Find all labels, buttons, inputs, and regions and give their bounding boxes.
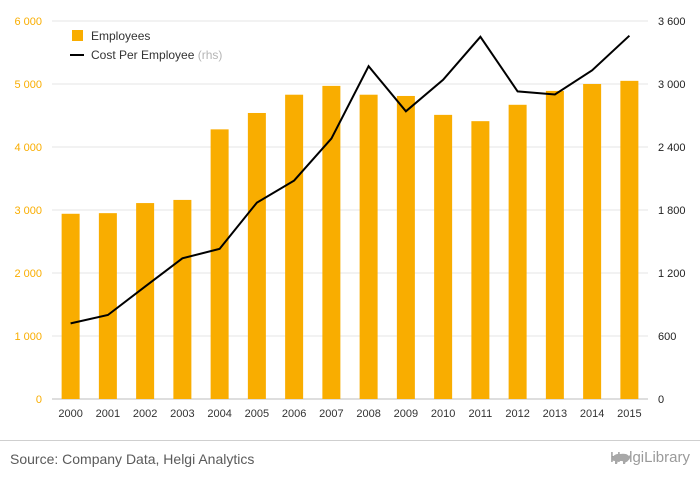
y-left-tick-label: 6 000 <box>14 16 42 28</box>
x-tick-label: 2012 <box>505 408 529 420</box>
bar <box>545 90 564 400</box>
y-left-tick-label: 0 <box>36 394 42 406</box>
y-right-tick-label: 600 <box>658 331 676 343</box>
x-tick-label: 2003 <box>170 408 194 420</box>
bar <box>285 94 304 400</box>
y-right-tick-label: 2 400 <box>658 142 686 154</box>
x-tick-label: 2007 <box>319 408 343 420</box>
brand: HelgiLibrary <box>610 449 690 466</box>
bar <box>247 112 266 399</box>
legend-rhs-note: (rhs) <box>198 48 223 62</box>
chart-canvas: 0 1 000 2 000 3 000 4 000 5 000 6 000 0 600 1 200… <box>14 16 686 420</box>
series-line-cost-per-employee <box>70 34 631 325</box>
x-tick-label: 2001 <box>96 408 120 420</box>
y-left-tick-label: 1 000 <box>14 331 42 343</box>
source-note: Source: Company Data, Helgi Analytics <box>10 451 255 467</box>
x-tick-label: 2002 <box>133 408 157 420</box>
bar <box>396 95 415 399</box>
bar <box>322 85 341 399</box>
x-tick-label: 2000 <box>58 408 82 420</box>
y-left-tick-label: 2 000 <box>14 268 42 280</box>
x-tick-label: 2006 <box>282 408 306 420</box>
y-left-tick-label: 5 000 <box>14 79 42 91</box>
bar <box>173 199 192 399</box>
bar <box>620 80 639 399</box>
x-tick-label: 2014 <box>580 408 604 420</box>
y-right-tick-label: 0 <box>658 394 664 406</box>
legend-swatch-employees <box>72 30 83 41</box>
y-left-tick-label: 4 000 <box>14 142 42 154</box>
x-tick-label: 2011 <box>469 408 493 420</box>
bar <box>471 121 490 400</box>
x-tick-label: 2004 <box>207 408 231 420</box>
bar <box>61 213 80 399</box>
x-tick-label: 2008 <box>356 408 380 420</box>
brand-name: HelgiLibrary <box>609 449 690 466</box>
y-right-tick-label: 3 600 <box>658 16 686 28</box>
y-left-tick-label: 3 000 <box>14 205 42 217</box>
legend-label-cost-per-employee: Cost Per Employee (rhs) <box>91 48 222 62</box>
x-tick-label: 2013 <box>543 408 567 420</box>
bar <box>136 203 155 399</box>
legend-label-employees: Employees <box>91 29 150 43</box>
y-right-tick-label: 1 200 <box>658 268 686 280</box>
y-right-tick-label: 1 800 <box>658 205 686 217</box>
bar <box>210 129 229 400</box>
x-tick-label: 2015 <box>617 408 641 420</box>
bar <box>434 114 453 400</box>
bar <box>98 213 117 399</box>
x-tick-label: 2009 <box>394 408 418 420</box>
x-tick-label: 2005 <box>245 408 269 420</box>
bar <box>583 84 602 399</box>
x-tick-label: 2010 <box>431 408 455 420</box>
bar <box>359 94 378 400</box>
chart-footer: Source: Company Data, Helgi Analytics He… <box>0 440 700 484</box>
bar <box>508 104 527 399</box>
bull-logo-icon <box>611 453 631 464</box>
y-right-tick-label: 3 000 <box>658 79 686 91</box>
